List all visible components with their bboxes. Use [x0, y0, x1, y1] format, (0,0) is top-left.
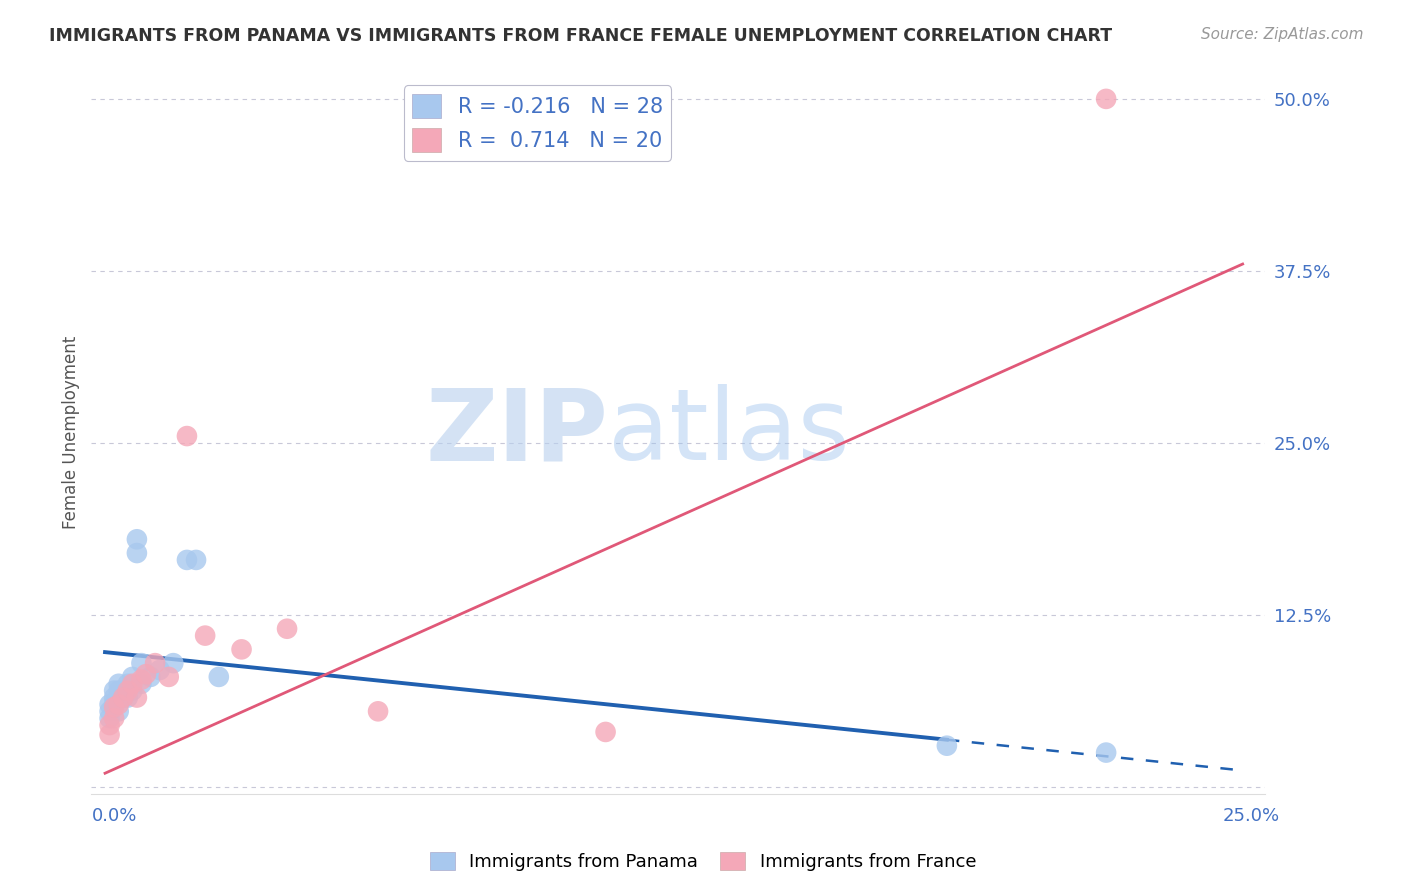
Point	[131, 677, 153, 691]
Point	[107, 690, 129, 705]
Point	[103, 711, 125, 725]
Point	[103, 690, 125, 705]
Point	[595, 725, 617, 739]
Text: 0.0%: 0.0%	[91, 807, 136, 825]
Point	[162, 656, 184, 670]
Point	[1095, 746, 1118, 760]
Point	[176, 429, 198, 443]
Point	[98, 704, 121, 718]
Point	[149, 663, 172, 677]
Point	[176, 553, 198, 567]
Legend: Immigrants from Panama, Immigrants from France: Immigrants from Panama, Immigrants from …	[423, 846, 983, 879]
Text: atlas: atlas	[607, 384, 849, 481]
Point	[143, 656, 166, 670]
Point	[112, 690, 135, 705]
Point	[1095, 92, 1118, 106]
Point	[121, 670, 143, 684]
Point	[131, 673, 153, 687]
Point	[935, 739, 957, 753]
Legend: R = -0.216   N = 28, R =  0.714   N = 20: R = -0.216 N = 28, R = 0.714 N = 20	[404, 86, 671, 161]
Point	[121, 677, 143, 691]
Point	[103, 700, 125, 714]
Point	[107, 704, 129, 718]
Point	[107, 698, 129, 712]
Text: IMMIGRANTS FROM PANAMA VS IMMIGRANTS FROM FRANCE FEMALE UNEMPLOYMENT CORRELATION: IMMIGRANTS FROM PANAMA VS IMMIGRANTS FRO…	[49, 27, 1112, 45]
Point	[157, 670, 180, 684]
Point	[112, 683, 135, 698]
Point	[117, 690, 139, 705]
Point	[107, 677, 129, 691]
Point	[121, 683, 143, 698]
Point	[231, 642, 253, 657]
Point	[276, 622, 298, 636]
Point	[98, 728, 121, 742]
Point	[135, 667, 157, 681]
Y-axis label: Female Unemployment: Female Unemployment	[62, 336, 80, 529]
Point	[98, 711, 121, 725]
Point	[117, 683, 139, 698]
Point	[208, 670, 231, 684]
Point	[125, 533, 148, 547]
Point	[184, 553, 207, 567]
Text: ZIP: ZIP	[425, 384, 607, 481]
Point	[131, 656, 153, 670]
Point	[107, 683, 129, 698]
Point	[125, 546, 148, 560]
Point	[117, 677, 139, 691]
Text: 25.0%: 25.0%	[1222, 807, 1279, 825]
Point	[125, 690, 148, 705]
Point	[139, 670, 162, 684]
Point	[194, 629, 217, 643]
Text: Source: ZipAtlas.com: Source: ZipAtlas.com	[1201, 27, 1364, 42]
Point	[112, 690, 135, 705]
Point	[98, 718, 121, 732]
Point	[103, 683, 125, 698]
Point	[367, 704, 389, 718]
Point	[103, 698, 125, 712]
Point	[98, 698, 121, 712]
